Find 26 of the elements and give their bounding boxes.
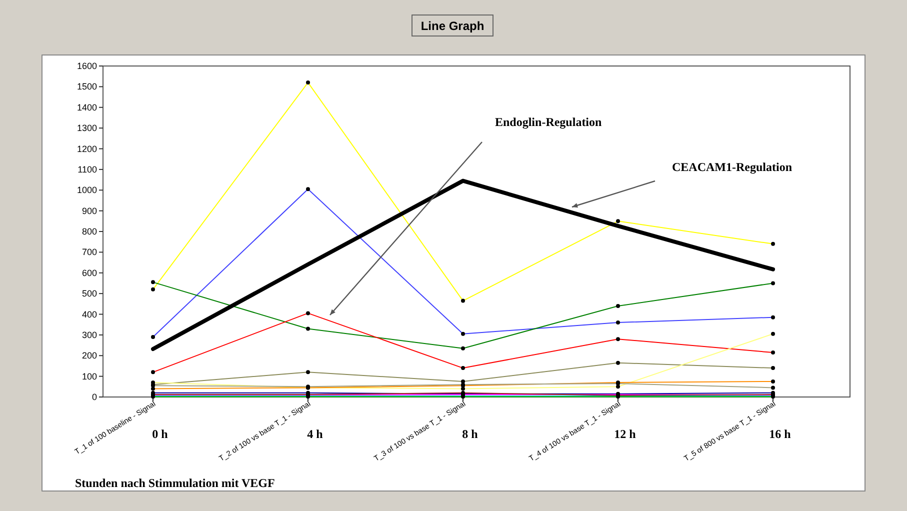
y-tick-label: 1600 — [76, 61, 97, 71]
y-tick-label: 400 — [82, 309, 97, 320]
y-tick-label: 200 — [82, 350, 97, 361]
y-tick-label: 100 — [82, 371, 97, 382]
y-tick-label: 700 — [82, 247, 97, 258]
text: 8 h — [462, 427, 478, 441]
text: 0 h — [152, 427, 168, 441]
y-tick-label: 1100 — [78, 164, 97, 174]
text: 4 h — [307, 427, 324, 441]
y-tick-label: 300 — [82, 330, 97, 340]
x-axis-title: Stunden nach Stimmulation mit VEGF — [75, 476, 275, 490]
y-tick-label: 500 — [82, 288, 97, 299]
y-tick-label: 1400 — [76, 102, 97, 112]
text: 16 h — [769, 427, 792, 441]
chart-title: Line Graph — [420, 19, 484, 33]
y-tick-label: 900 — [82, 206, 97, 216]
annotation: CEACAM1-Regulation — [672, 160, 792, 174]
y-tick-label: 1500 — [76, 82, 97, 92]
y-tick-label: 1000 — [76, 185, 97, 196]
y-tick-label: 600 — [82, 268, 97, 278]
y-tick-label: 1200 — [76, 144, 97, 154]
annotation: Endoglin-Regulation — [495, 115, 602, 129]
text: 12 h — [614, 427, 636, 441]
y-tick-label: 0 — [92, 392, 97, 402]
y-tick-label: 1300 — [76, 123, 97, 134]
y-tick-label: 800 — [82, 226, 97, 236]
